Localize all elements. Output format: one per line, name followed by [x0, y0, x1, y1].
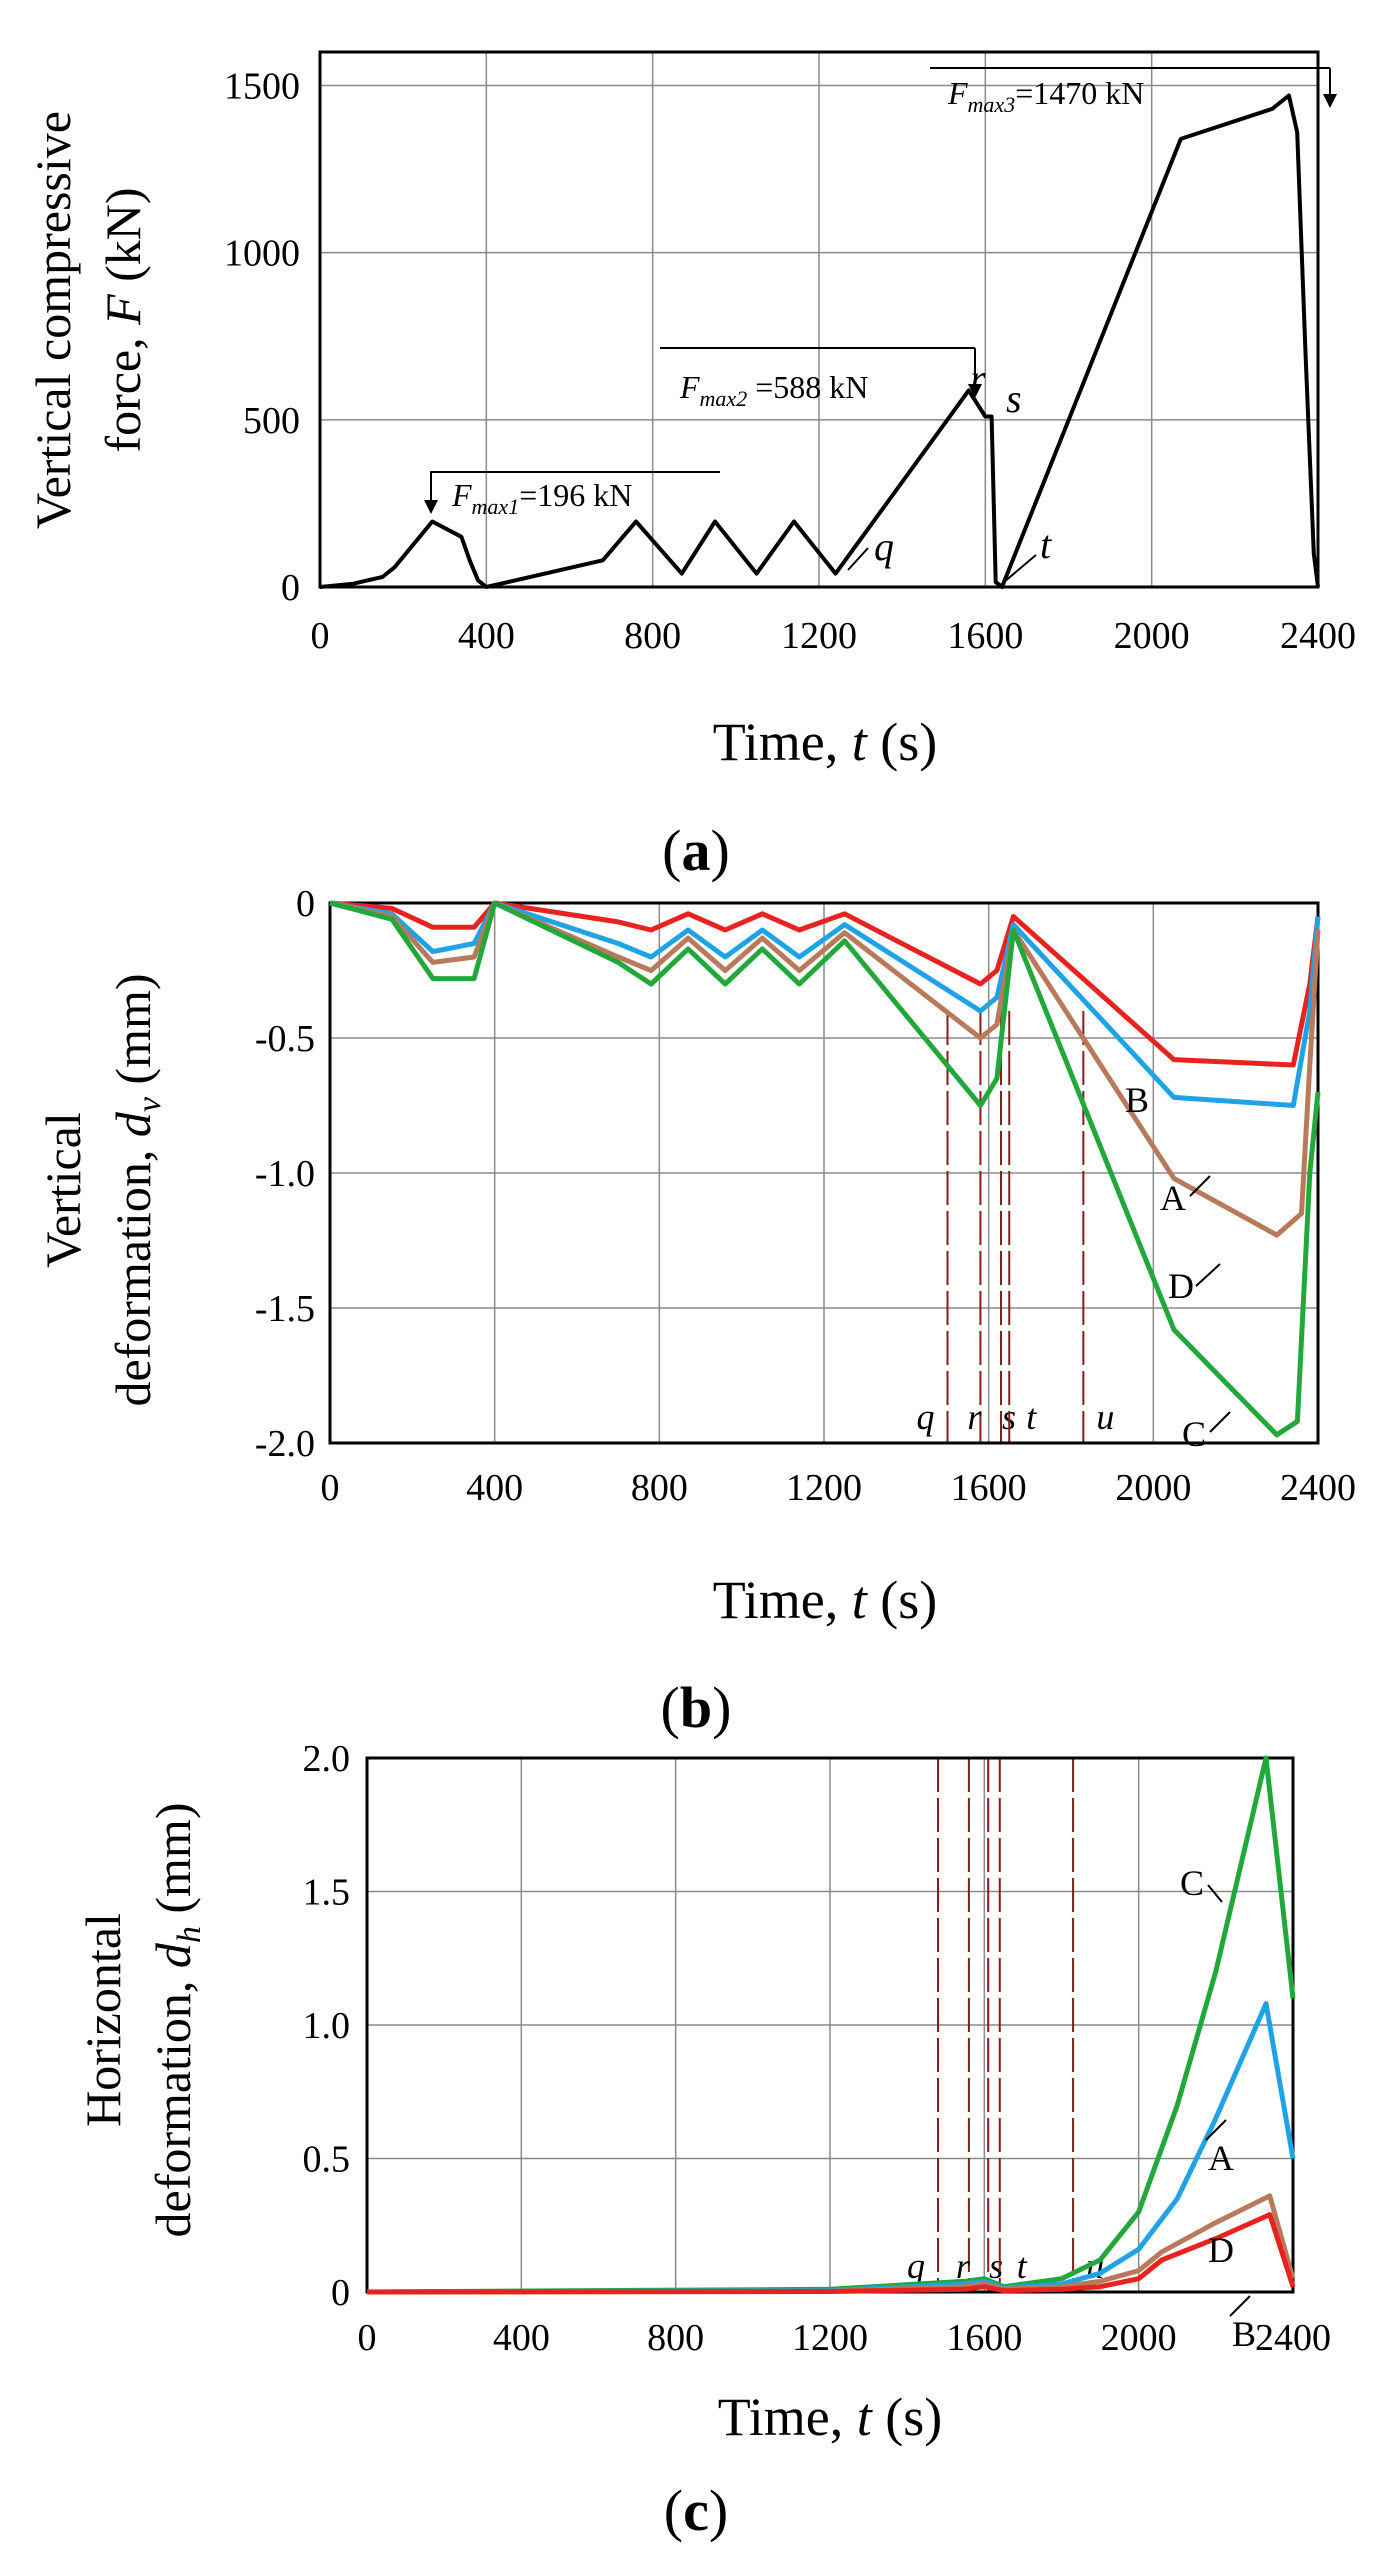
panel-a-ylabel-line1: Vertical compressive	[25, 111, 81, 529]
panel-b-series	[329, 900, 1321, 1438]
y-tick-label: -1.5	[255, 1288, 315, 1330]
panel-c-grid	[367, 1758, 1293, 2292]
point-label-t: t	[1040, 522, 1052, 567]
event-marker-label: t	[1017, 2246, 1028, 2286]
curve-label-c-h: C	[1180, 1863, 1204, 1903]
panel-a-chart: 0 400 800 1200 1600 2000 2400 0 500 1000 1500 Ver…	[25, 50, 1357, 883]
point-label-q: q	[874, 524, 894, 569]
y-tick-label: 1500	[224, 65, 300, 107]
x-tick-label: 400	[493, 2317, 550, 2359]
svg-text:Fmax1=196 kN: Fmax1=196 kN	[451, 477, 632, 519]
panel-a-series	[319, 93, 1320, 589]
y-tick-label: 1.5	[303, 1872, 351, 1914]
y-tick-label: 2.0	[303, 1738, 351, 1780]
panel-b-ylabel-line1: Vertical	[35, 1112, 91, 1267]
point-label-s: s	[1006, 376, 1022, 421]
panel-c-xlabel: Time, t (s)	[718, 2387, 943, 2447]
x-tick-label: 1200	[786, 1467, 862, 1509]
curve-label-a: A	[1160, 1178, 1186, 1218]
y-tick-label: 0.5	[303, 2139, 351, 2181]
panel-a-xlabel: Time, t (s)	[713, 712, 938, 772]
x-tick-label: 800	[624, 615, 681, 657]
event-marker-label: q	[917, 1397, 935, 1437]
panel-a-frame	[318, 50, 1320, 589]
event-marker-label: t	[1026, 1397, 1037, 1437]
panel-c-ylabel-line2: deformation, dh (mm)	[145, 1803, 208, 2238]
y-tick-label: 500	[243, 400, 300, 442]
panel-c-y-tick-labels: 0 0.5 1.0 1.5 2.0	[303, 1738, 351, 2314]
y-tick-label: -2.0	[255, 1423, 315, 1465]
annotation-fmax2: Fmax2 =588 kN	[660, 347, 982, 411]
y-tick-label: 0	[281, 567, 300, 609]
x-tick-label: 400	[466, 1467, 523, 1509]
panel-c-label: (c)	[664, 2478, 728, 2543]
event-marker-label: u	[1096, 1397, 1114, 1437]
x-tick-label: 2400	[1280, 1467, 1356, 1509]
point-label-r: r	[970, 356, 986, 401]
x-tick-label: 400	[458, 615, 515, 657]
panel-c-series	[366, 1755, 1296, 2295]
x-tick-label: 1600	[951, 1467, 1027, 1509]
x-tick-label: 1200	[792, 2317, 868, 2359]
x-tick-label: 2400	[1280, 615, 1356, 657]
x-tick-label: 800	[647, 2317, 704, 2359]
x-tick-label: 1600	[947, 615, 1023, 657]
panel-b-ylabel-line2: deformation, dv (mm)	[105, 973, 168, 1406]
series-line-b	[329, 900, 1321, 1068]
y-tick-label: 0	[296, 883, 315, 925]
panel-a-x-tick-labels: 0 400 800 1200 1600 2000 2400	[311, 615, 1357, 657]
panel-c-x-tick-labels: 0 400 800 1200 1600 2000 2400	[358, 2317, 1332, 2359]
panel-a-ylabel-line2: force, F (kN)	[95, 187, 151, 452]
x-tick-label: 0	[311, 615, 330, 657]
panel-b-frame	[328, 901, 1320, 1445]
curve-label-c: C	[1182, 1414, 1206, 1454]
series-line-b	[366, 2212, 1296, 2295]
series-line-d	[329, 900, 1321, 1238]
y-tick-label: -0.5	[255, 1018, 315, 1060]
x-tick-label: 2000	[1114, 615, 1190, 657]
series-line-a	[329, 900, 1321, 1108]
x-tick-label: 2000	[1115, 1467, 1191, 1509]
y-tick-label: 1.0	[303, 2005, 351, 2047]
event-marker-label: q	[907, 2246, 925, 2286]
svg-text:Fmax3=1470 kN: Fmax3=1470 kN	[947, 75, 1144, 117]
panel-c-ylabel-line1: Horizontal	[75, 1913, 131, 2127]
x-tick-label: 0	[321, 1467, 340, 1509]
curve-label-b-h: B	[1232, 2314, 1256, 2354]
curve-label-a-h: A	[1208, 2138, 1234, 2178]
x-tick-label: 2400	[1255, 2317, 1331, 2359]
curve-label-d: D	[1168, 1266, 1194, 1306]
x-tick-label: 1600	[946, 2317, 1022, 2359]
panel-a-y-tick-labels: 0 500 1000 1500	[224, 65, 300, 609]
panel-b-label: (b)	[661, 1675, 732, 1740]
x-tick-label: 0	[358, 2317, 377, 2359]
panel-b-xlabel: Time, t (s)	[713, 1570, 938, 1630]
event-marker-label: r	[956, 2246, 971, 2286]
annotation-fmax3: Fmax3=1470 kN	[930, 67, 1337, 117]
panel-b-x-tick-labels: 0 400 800 1200 1600 2000 2400	[321, 1467, 1357, 1509]
panel-a-grid	[320, 52, 1318, 587]
x-tick-label: 800	[631, 1467, 688, 1509]
curve-label-b: B	[1125, 1080, 1149, 1120]
svg-text:Fmax2 =588 kN: Fmax2 =588 kN	[679, 369, 868, 411]
curve-label-d-h: D	[1208, 2230, 1234, 2270]
series-line-c	[329, 900, 1321, 1438]
y-tick-label: 1000	[224, 233, 300, 275]
x-tick-label: 1200	[781, 615, 857, 657]
y-tick-label: 0	[331, 2272, 350, 2314]
y-tick-label: -1.0	[255, 1153, 315, 1195]
series-line-f	[319, 93, 1320, 589]
panel-a-label: (a)	[662, 818, 730, 883]
panel-b-y-tick-labels: 0 -0.5 -1.0 -1.5 -2.0	[255, 883, 315, 1465]
event-marker-label: r	[967, 1397, 982, 1437]
x-tick-label: 2000	[1101, 2317, 1177, 2359]
annotation-fmax1: Fmax1=196 kN	[424, 471, 720, 519]
